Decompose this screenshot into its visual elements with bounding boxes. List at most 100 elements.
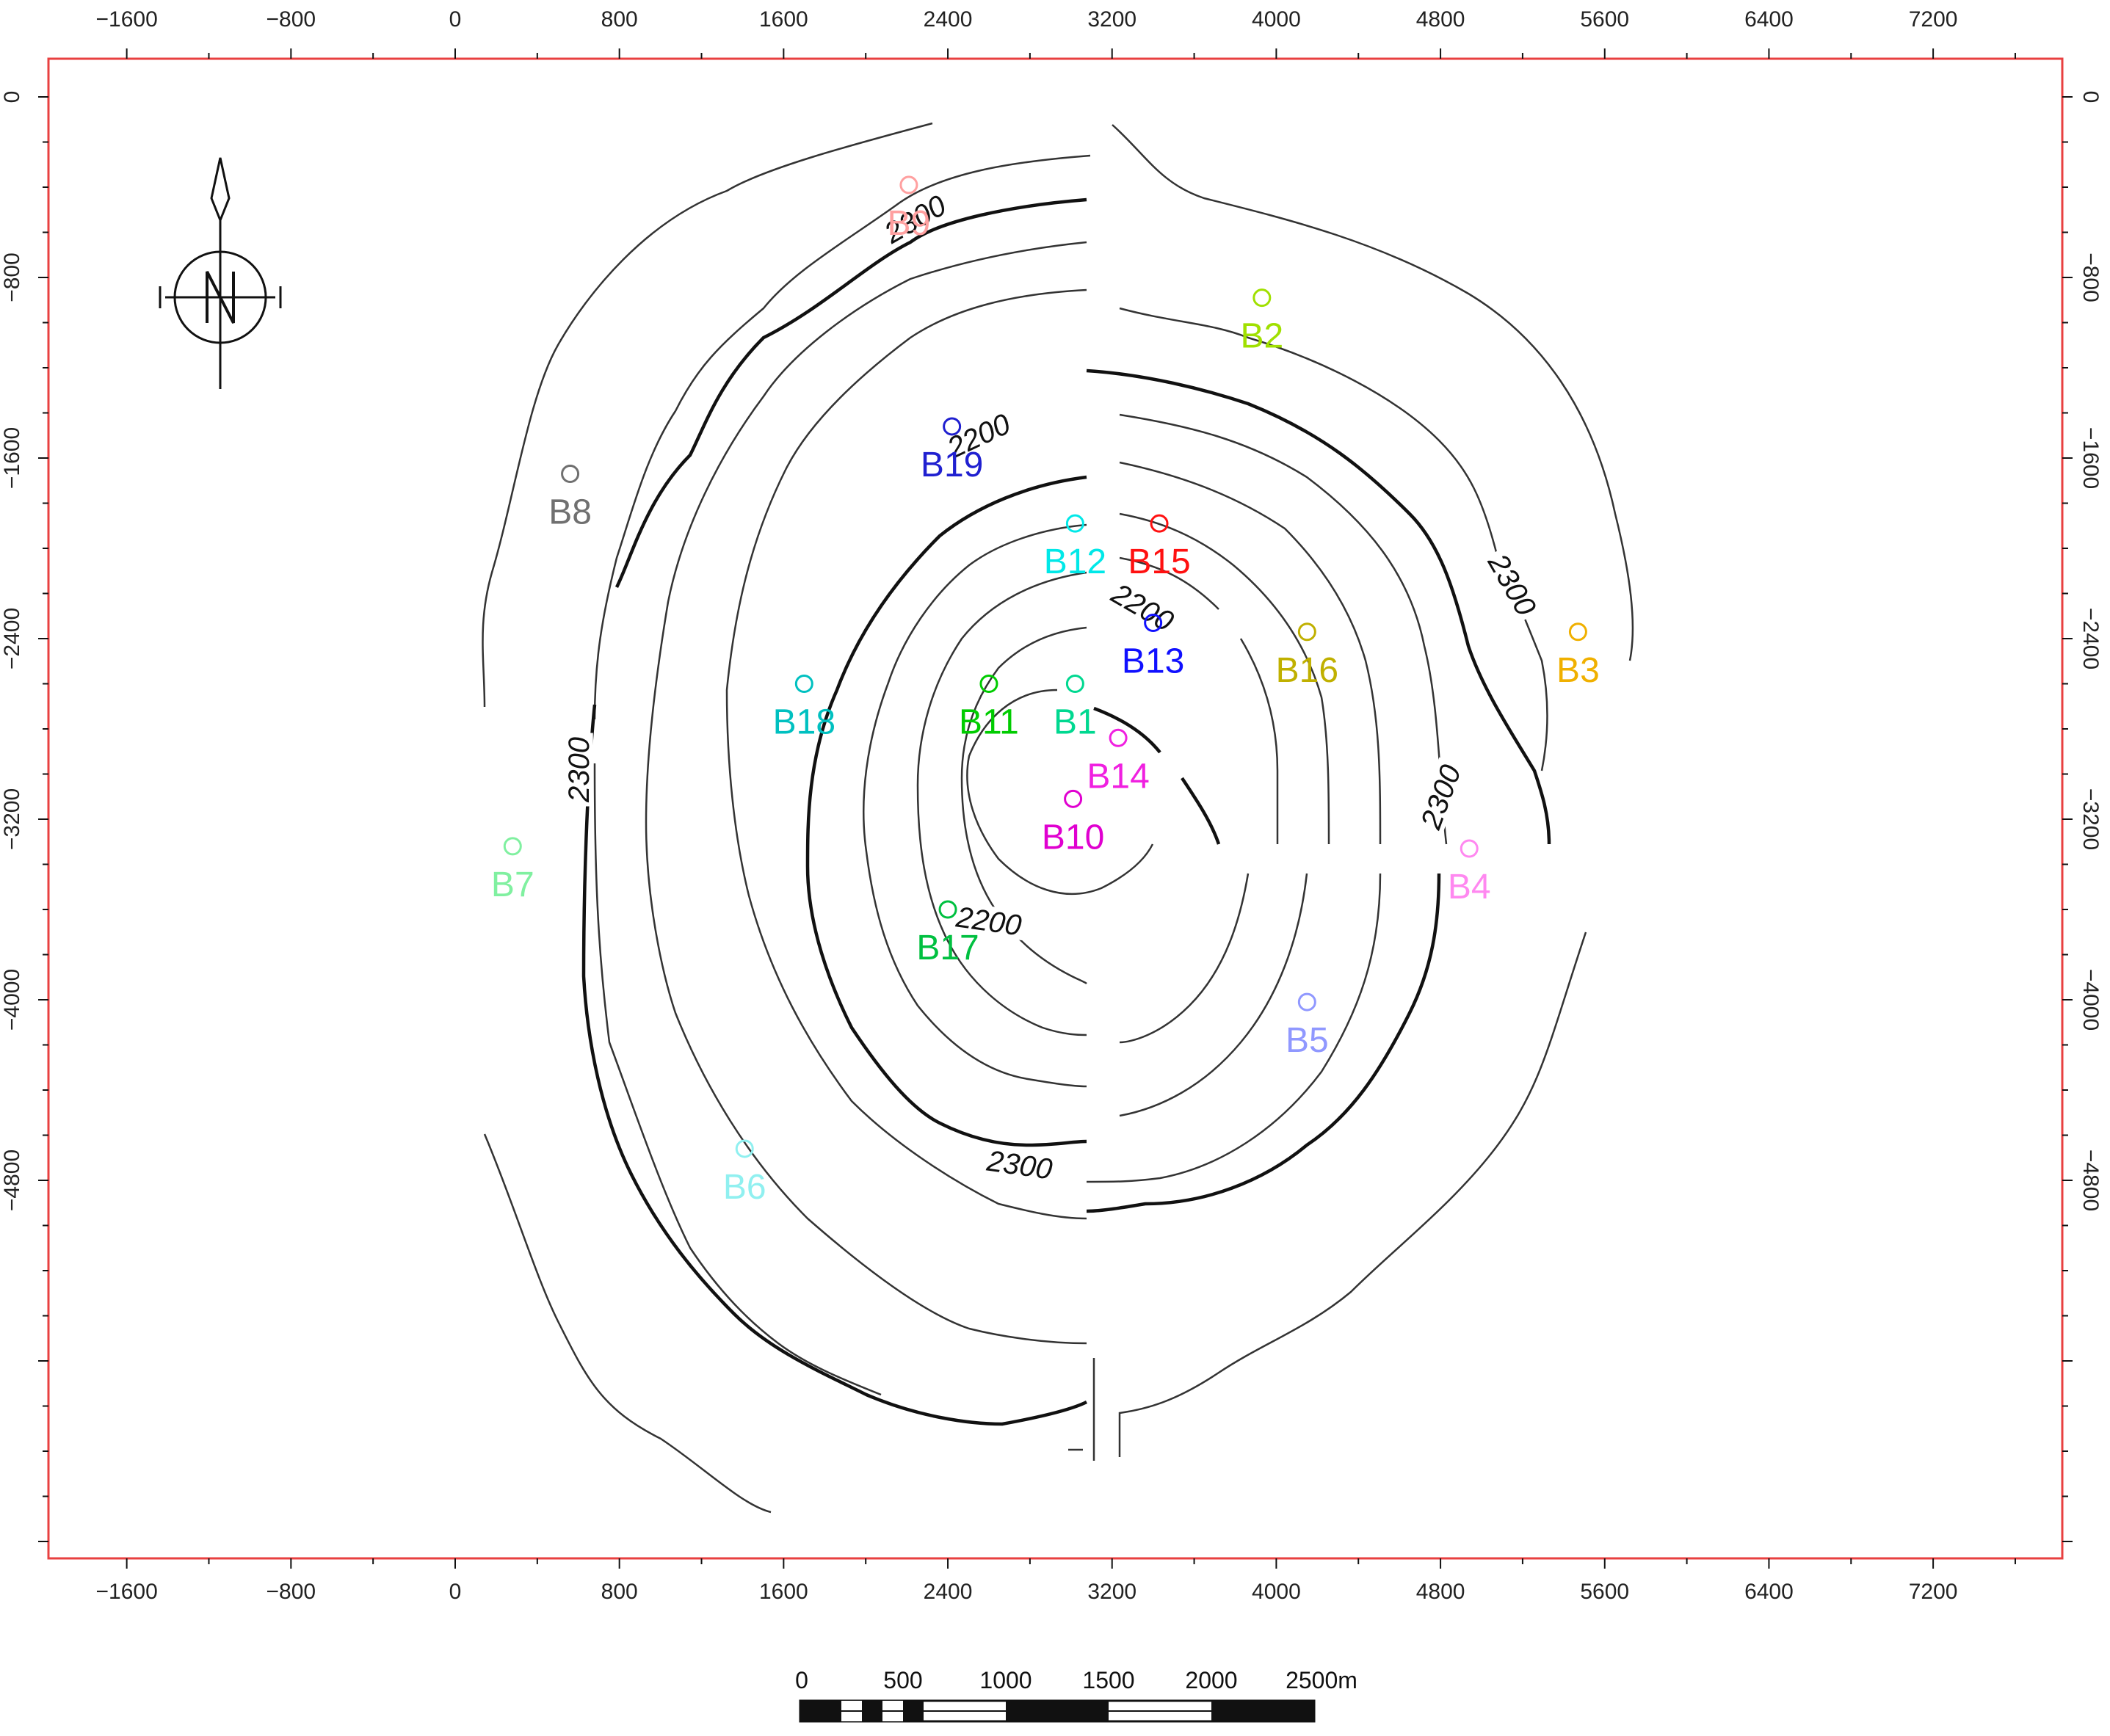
wells: B1 B2 B3 B4 B5 B6 B7 B8 B9 B10 B11 B12 B13 B14 B15 B16 B… [491, 175, 1600, 1207]
north-arrow-icon [159, 157, 282, 389]
well-label: B3 [1556, 651, 1600, 690]
scale-bar: 0 500 1000 1500 2000 2500m [795, 1667, 1357, 1723]
well-circle-icon [1065, 675, 1084, 693]
contour-label-bg [563, 733, 593, 807]
well-marker[interactable]: B8 [548, 465, 592, 532]
well-label: B19 [921, 446, 983, 484]
well-marker[interactable]: B3 [1556, 622, 1600, 690]
well-marker[interactable]: B15 [1128, 514, 1191, 581]
y-tick-label: −800 [0, 253, 24, 302]
contour-line [593, 154, 1091, 720]
well-marker[interactable]: B6 [723, 1139, 766, 1207]
well-marker[interactable]: B12 [1044, 514, 1106, 581]
contour-line [805, 475, 1087, 1147]
well-marker[interactable]: B11 [959, 675, 1019, 742]
well-circle-icon [1297, 622, 1316, 642]
contour-line [725, 288, 1087, 1220]
well-marker[interactable]: B10 [1042, 789, 1104, 857]
contour-line [1118, 931, 1587, 1457]
contour-label-bg [1414, 757, 1467, 837]
well-label: B13 [1122, 642, 1184, 680]
well-marker[interactable]: B2 [1240, 288, 1283, 356]
well-circle-icon [943, 417, 962, 436]
contour-line [1093, 706, 1161, 754]
well-marker[interactable]: B4 [1448, 839, 1491, 907]
contour-line [1239, 638, 1279, 844]
contour-line [1181, 777, 1221, 845]
contour-line [916, 571, 1087, 1036]
well-label: B2 [1240, 317, 1283, 356]
contour-label-bg [939, 407, 1018, 465]
contour-label: 2300 [563, 737, 595, 803]
contour-line [1119, 873, 1250, 1044]
y-tick-label: −1600 [0, 427, 24, 489]
well-circle-icon [1144, 613, 1163, 632]
x-tick-label: 0 [449, 1580, 462, 1604]
contour-line [863, 523, 1087, 1088]
x-tick-label: 0 [449, 7, 462, 32]
x-tick-label: 3200 [1087, 1580, 1136, 1604]
well-circle-icon [735, 1139, 754, 1158]
contour-line [1119, 873, 1308, 1117]
y-tick-label: −1600 [2078, 427, 2103, 489]
well-marker[interactable]: B13 [1122, 613, 1184, 680]
well-label: B8 [548, 493, 592, 532]
well-marker[interactable]: B18 [773, 675, 835, 742]
well-circle-icon [1460, 839, 1479, 858]
x-tick-label: 7200 [1909, 1580, 1958, 1604]
map-frame [47, 57, 2064, 1560]
well-marker[interactable]: B14 [1087, 728, 1150, 796]
x-tick-label: 6400 [1744, 7, 1794, 32]
scale-bar-label: 1000 [979, 1667, 1032, 1693]
well-label: B1 [1054, 703, 1097, 742]
contour-label: 2300 [1481, 548, 1542, 621]
well-circle-icon [1109, 728, 1128, 747]
y-tick-label: −4000 [2078, 969, 2103, 1031]
y-tick-label: −4000 [0, 969, 24, 1031]
well-marker[interactable]: B16 [1276, 622, 1338, 690]
x-tick-label: 2400 [924, 7, 973, 32]
scale-bar-label: 500 [883, 1667, 922, 1693]
x-tick-label: 4000 [1252, 1580, 1301, 1604]
well-marker[interactable]: B19 [921, 417, 983, 484]
contour-line [645, 241, 1087, 1345]
x-tick-label: 800 [601, 7, 638, 32]
scale-bar-label: 1500 [1082, 1667, 1134, 1693]
x-tick-label: 4800 [1416, 7, 1465, 32]
frame-ticks [38, 48, 2073, 1569]
well-marker[interactable]: B1 [1054, 675, 1097, 742]
well-marker[interactable]: B5 [1286, 992, 1329, 1060]
well-label: B4 [1448, 868, 1491, 907]
y-tick-label: −800 [2078, 253, 2103, 302]
contour-label-bg [1103, 575, 1182, 639]
contour-lines [482, 122, 1634, 1514]
x-tick-label: 2400 [924, 1580, 973, 1604]
contour-line [1086, 873, 1441, 1213]
well-circle-icon [794, 675, 813, 693]
scale-bar-label: 2500m [1286, 1667, 1357, 1693]
y-tick-label: −3200 [0, 788, 24, 850]
x-tick-label: −800 [267, 1580, 316, 1604]
well-circle-icon [1297, 992, 1316, 1012]
well-circle-icon [1064, 789, 1083, 808]
y-tick-label: 0 [2078, 91, 2103, 103]
contour-line [593, 763, 882, 1396]
contour-label: 2200 [1106, 577, 1179, 638]
well-label: B17 [916, 929, 979, 967]
contour-line [614, 197, 1087, 589]
x-tick-label: 4800 [1416, 1580, 1465, 1604]
well-marker[interactable]: B7 [491, 837, 534, 904]
well-marker[interactable]: B17 [916, 900, 979, 967]
x-tick-label: 800 [601, 1580, 638, 1604]
y-tick-label: −2400 [0, 608, 24, 669]
y-tick-label: −4800 [0, 1150, 24, 1211]
well-label: B12 [1044, 542, 1106, 581]
well-marker[interactable]: B9 [888, 175, 931, 243]
well-label: B10 [1042, 818, 1104, 857]
well-circle-icon [561, 465, 580, 484]
contour-line [1119, 413, 1448, 845]
x-tick-label: −1600 [96, 7, 158, 32]
scale-bar-label: 0 [795, 1667, 808, 1693]
well-label: B9 [888, 204, 931, 243]
